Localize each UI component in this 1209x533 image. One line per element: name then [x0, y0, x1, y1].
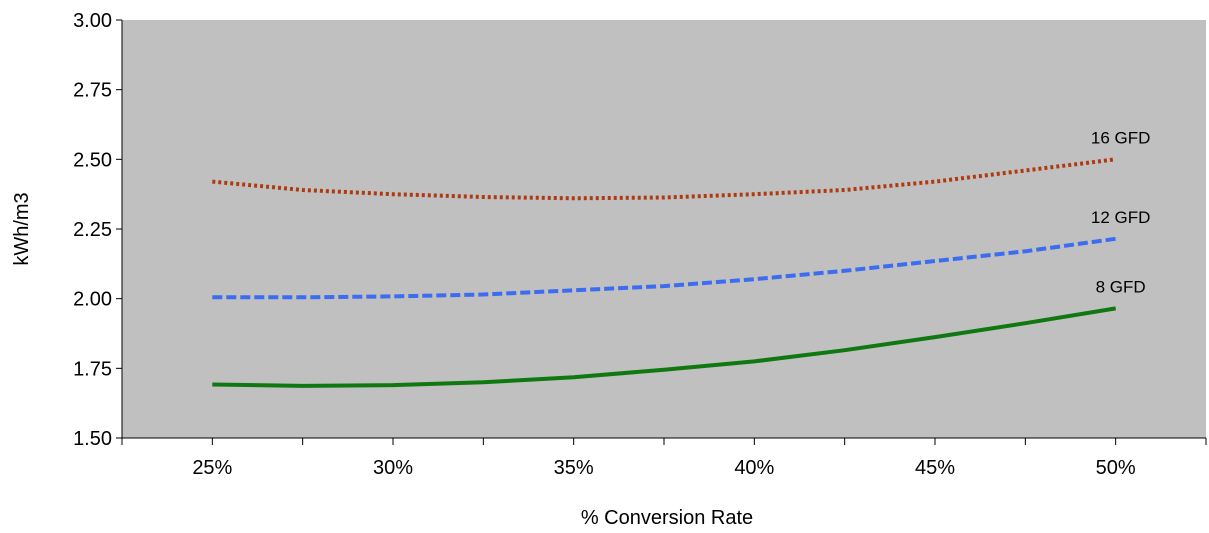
axes-layer: [116, 19, 1207, 445]
label-layer: 1.50 1.75 2.00 2.25 2.50 2.75 3.00 25% 30% 35% 40%…: [73, 10, 1150, 479]
x-tick-label: 45%: [915, 457, 955, 479]
series-label-16-gfd: 16 GFD: [1091, 128, 1151, 147]
series-label-8-gfd: 8 GFD: [1096, 277, 1146, 296]
series-line-16-gfd: [212, 157, 1116, 201]
x-tick-label: 35%: [554, 457, 594, 479]
x-tick-label: 25%: [192, 457, 232, 479]
y-tick-label: 1.50: [73, 428, 112, 450]
y-axis-title: kWh/m3: [11, 192, 33, 265]
series-line-12-gfd: [212, 236, 1116, 300]
y-tick-label: 2.75: [73, 80, 112, 102]
y-tick-label: 1.75: [73, 358, 112, 380]
series-label-12-gfd: 12 GFD: [1091, 208, 1151, 227]
plot-area: [122, 20, 1206, 438]
y-tick-label: 2.50: [73, 149, 112, 171]
series-line-8-gfd: [212, 306, 1117, 388]
x-tick-label: 40%: [734, 457, 774, 479]
y-tick-label: 3.00: [73, 10, 112, 32]
y-tick-label: 2.00: [73, 289, 112, 311]
series-layer: [212, 157, 1117, 388]
x-axis-title: % Conversion Rate: [581, 507, 753, 529]
x-tick-label: 30%: [373, 457, 413, 479]
y-tick-label: 2.25: [73, 219, 112, 241]
x-tick-label: 50%: [1096, 457, 1136, 479]
